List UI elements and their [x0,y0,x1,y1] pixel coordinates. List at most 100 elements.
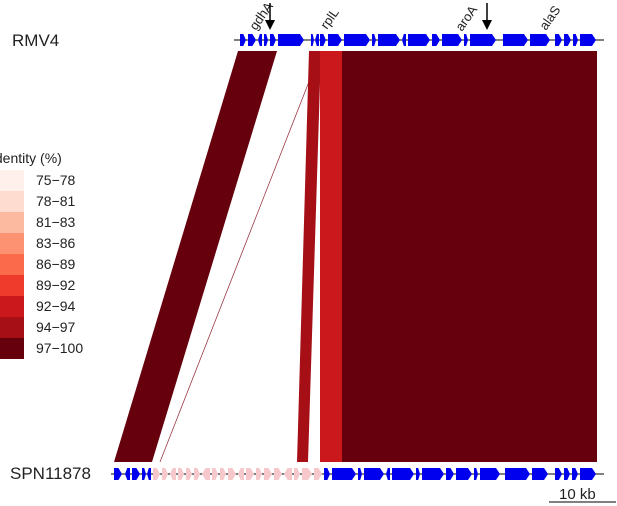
gene-arrow [147,468,151,480]
gene-arrow [470,34,496,46]
gene-arrow [294,468,300,480]
legend-swatch [0,275,24,296]
legend-swatch [0,170,24,191]
gene-label-gdhA: gdhA [246,0,276,33]
gene-arrow [132,468,140,480]
gene-arrow [378,34,400,46]
legend-label: 83−86 [36,235,76,251]
gene-arrow [446,468,454,480]
gene-arrow [464,34,468,46]
gene-arrow [573,34,578,46]
gene-arrow [408,34,430,46]
genes-RMV4 [240,34,596,46]
legend-item: 92−94 [0,296,120,317]
legend-item: 94−97 [0,317,120,338]
legend-label: 97−100 [36,340,84,356]
track-SPN11878 [111,468,604,480]
gene-arrow [284,468,292,480]
gene-arrow [358,468,362,480]
legend-swatch [0,191,24,212]
gene-arrow [314,468,322,480]
gene-arrow [125,468,130,480]
legend-item: 97−100 [0,338,120,359]
aroA-arrowhead-icon [482,20,492,30]
gene-arrow [580,34,596,46]
gene-label-rplL: rplL [317,5,342,31]
gene-arrow [480,468,500,480]
track-RMV4 [234,34,604,46]
scale-bar-label: 10 kb [559,486,596,503]
gene-arrow [456,468,472,480]
gene-arrow [256,468,262,480]
gene-arrow [264,34,268,46]
gene-arrow [220,468,226,480]
sequence-name-RMV4: RMV4 [12,31,60,50]
alignment-blocks [114,50,597,463]
legend-item: 86−89 [0,254,120,275]
gene-arrow [402,34,406,46]
gene-arrow [422,468,444,480]
gene-arrow [194,468,200,480]
gene-arrow [328,34,342,46]
gene-arrow [432,34,440,46]
gene-arrow [564,34,571,46]
legend-label: 75−78 [36,172,76,188]
legend-label: 89−92 [36,277,76,293]
gene-arrow [228,468,236,480]
gene-arrow [202,468,210,480]
gene-arrow [372,34,376,46]
gene-arrow [246,468,254,480]
gene-arrow [238,468,244,480]
gene-arrow [580,468,596,480]
legend-label: 78−81 [36,193,76,209]
legend-item: 78−81 [0,191,120,212]
legend-swatch [0,317,24,338]
legend-item: 81−83 [0,212,120,233]
gene-arrow [555,468,562,480]
gene-arrow [555,34,562,46]
alignment-block-rplL [320,51,344,462]
alignment-block-rplL-narrow [297,51,321,462]
legend-title: Identity (%) [0,150,62,166]
gene-arrow [170,468,176,480]
alignment-block-main [342,51,597,462]
gene-arrow [315,34,319,46]
legend-item: 89−92 [0,275,120,296]
gene-annotations: gdhA rplL aroA alaS [246,0,563,34]
gene-arrow [274,468,282,480]
gene-arrow [364,468,384,480]
legend-swatch [0,254,24,275]
gene-arrow [572,468,578,480]
gene-arrow [258,34,262,46]
gene-arrow [302,468,312,480]
legend-item: 83−86 [0,233,120,254]
gene-arrow [392,468,414,480]
legend-swatch [0,233,24,254]
gene-label-aroA: aroA [452,2,480,33]
gene-arrow [442,34,462,46]
gene-arrow [142,468,146,480]
legend-swatch [0,338,24,359]
gene-arrow [505,468,530,480]
gene-arrow [311,34,314,46]
gene-arrow [324,468,330,480]
genes-SPN11878 [114,468,596,480]
gdhA-arrowhead-icon [265,20,275,30]
gene-arrow [532,468,548,480]
gene-arrow [212,468,218,480]
sequence-name-SPN11878: SPN11878 [10,464,91,483]
legend-item: 75−78 [0,170,120,191]
gene-arrow [153,468,160,480]
gene-arrow [270,34,276,46]
alignment-block-gdhA-region [114,51,277,462]
gene-arrow [332,468,356,480]
gene-arrow [386,468,390,480]
gene-arrow [503,34,528,46]
gene-arrow [240,34,246,46]
alignment-thin-link [159,50,322,463]
legend-label: 92−94 [36,298,76,314]
gene-arrow [474,468,478,480]
legend-label: 86−89 [36,256,76,272]
legend-swatch [0,296,24,317]
